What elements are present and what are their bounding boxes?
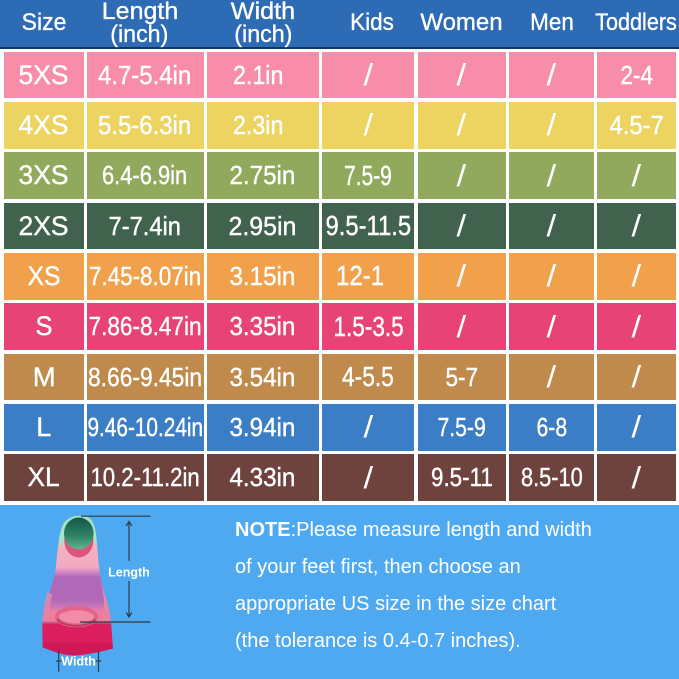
svg-text:Length: Length bbox=[108, 566, 150, 580]
svg-text:Width: Width bbox=[61, 655, 96, 669]
